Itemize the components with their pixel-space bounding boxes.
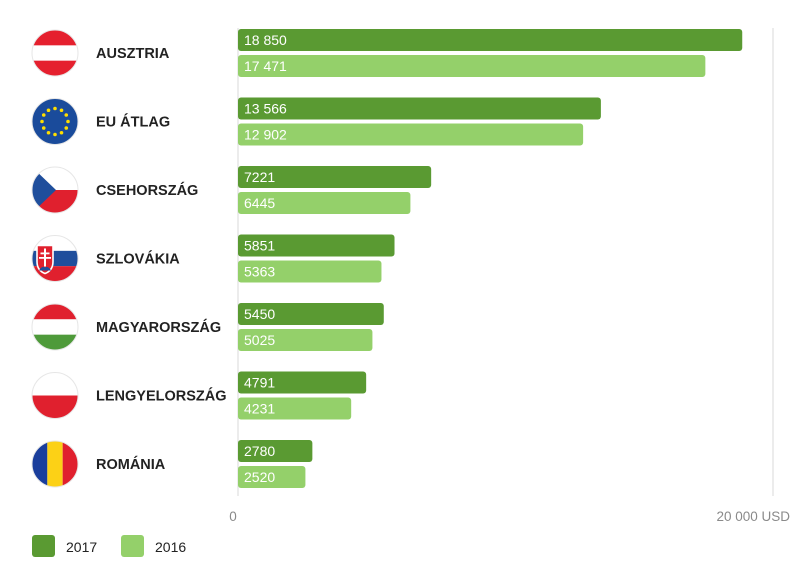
- romania-flag-icon: [31, 440, 79, 488]
- bar-2017: [238, 97, 601, 120]
- chart-row: CSEHORSZÁG 7221 6445: [31, 166, 432, 214]
- data-label-2017: 5851: [244, 238, 275, 254]
- category-label: ROMÁNIA: [96, 456, 166, 473]
- legend: 2017 2016: [32, 535, 186, 557]
- data-label-2017: 7221: [244, 169, 275, 185]
- bar-2016: [238, 55, 706, 77]
- data-label-2016: 12 902: [244, 127, 287, 143]
- data-label-2017: 18 850: [244, 32, 287, 48]
- x-tick-label-min: 0: [229, 509, 237, 524]
- bar-2016: [238, 192, 411, 214]
- bar-2016: [238, 397, 352, 420]
- bar-2017: [238, 440, 313, 462]
- eu-flag-icon: [31, 98, 79, 145]
- category-label: LENGYELORSZÁG: [96, 388, 227, 405]
- data-label-2016: 2520: [244, 469, 275, 485]
- category-label: AUSZTRIA: [96, 46, 170, 62]
- chart-row: ROMÁNIA 2780 2520: [31, 440, 313, 488]
- bar-2016: [238, 123, 584, 146]
- data-label-2016: 5363: [244, 264, 275, 280]
- chart-row: MAGYARORSZÁG 5450 5025: [31, 303, 384, 351]
- data-label-2016: 5025: [244, 332, 275, 348]
- bar-2017: [238, 371, 367, 394]
- czech-flag-icon: [31, 166, 79, 214]
- austria-flag-icon: [31, 29, 79, 77]
- chart-row: EU ÁTLAG 13 566 12 902: [31, 97, 601, 146]
- bar-2017: [238, 166, 432, 188]
- category-label: EU ÁTLAG: [96, 114, 170, 131]
- legend-label-2017: 2017: [66, 539, 97, 555]
- bar-2017: [238, 29, 743, 51]
- chart-row: AUSZTRIA 18 850 17 471: [31, 29, 743, 77]
- bar-2016: [238, 329, 373, 351]
- legend-swatch-2017: [32, 535, 55, 557]
- slovakia-flag-icon: [31, 235, 79, 282]
- chart-row: SZLOVÁKIA 5851 5363: [31, 234, 395, 283]
- data-label-2017: 5450: [244, 306, 275, 322]
- data-label-2017: 2780: [244, 443, 275, 459]
- legend-swatch-2016: [121, 535, 144, 557]
- bar-2017: [238, 303, 384, 325]
- bar-2016: [238, 466, 306, 488]
- data-label-2016: 6445: [244, 195, 275, 211]
- category-label: CSEHORSZÁG: [96, 182, 198, 199]
- x-tick-label-max: 20 000 USD: [716, 509, 790, 524]
- chart-row: LENGYELORSZÁG 4791 4231: [31, 371, 367, 420]
- legend-label-2016: 2016: [155, 539, 186, 555]
- category-label: SZLOVÁKIA: [96, 251, 180, 268]
- bar-2016: [238, 260, 382, 283]
- category-label: MAGYARORSZÁG: [96, 319, 221, 336]
- data-label-2017: 13 566: [244, 101, 287, 117]
- data-label-2016: 17 471: [244, 58, 287, 74]
- data-label-2016: 4231: [244, 401, 275, 417]
- bar-2017: [238, 234, 395, 257]
- data-label-2017: 4791: [244, 375, 275, 391]
- poland-flag-icon: [31, 372, 79, 419]
- hungary-flag-icon: [31, 303, 79, 351]
